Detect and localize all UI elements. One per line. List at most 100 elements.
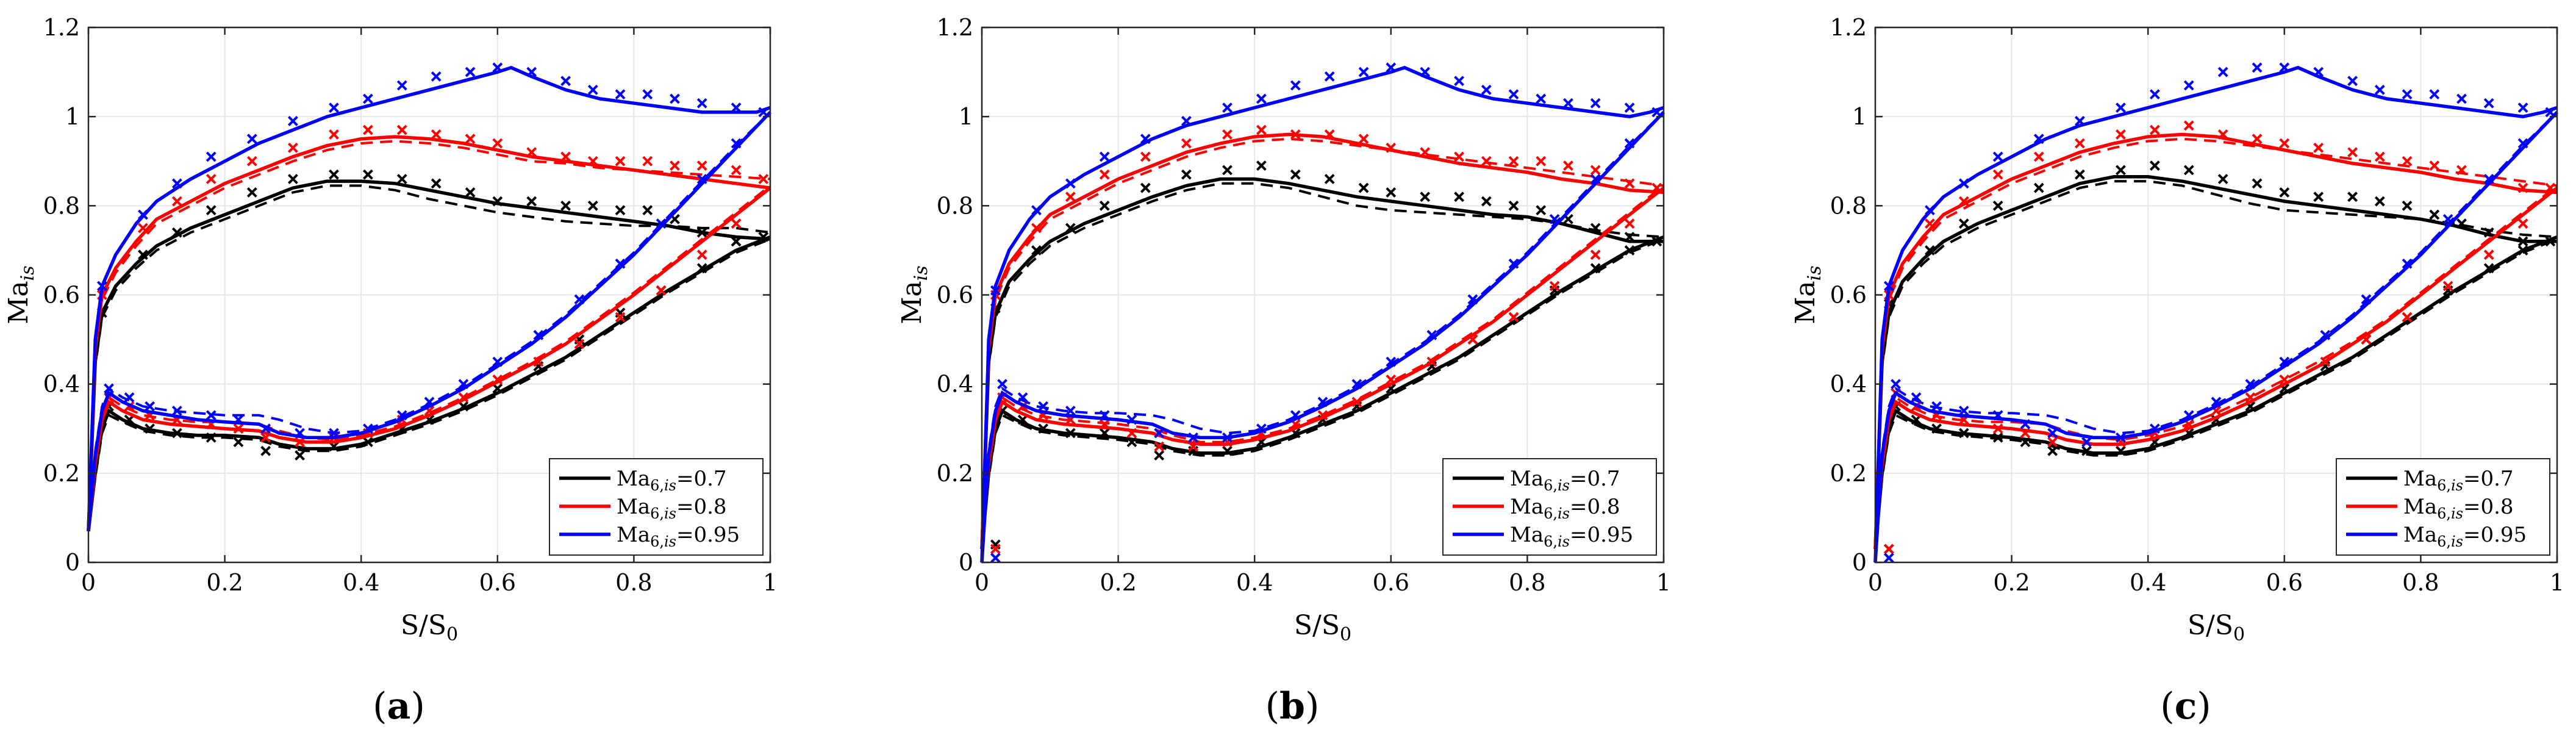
data-marker (1256, 124, 1267, 135)
data-marker (246, 134, 257, 145)
data-marker (990, 553, 1001, 564)
data-marker (1883, 553, 1894, 564)
data-marker (206, 205, 216, 216)
data-marker (2456, 218, 2467, 229)
data-marker (295, 437, 305, 448)
data-marker (2217, 129, 2228, 140)
x-tick-label: 0.4 (2130, 569, 2166, 596)
data-marker (1126, 414, 1137, 425)
data-marker (431, 71, 442, 82)
data-marker (2074, 116, 2085, 126)
data-marker (138, 209, 148, 220)
data-marker (171, 428, 182, 439)
data-marker (2313, 66, 2324, 77)
data-marker (2074, 138, 2085, 149)
data-marker (2020, 428, 2031, 439)
data-marker (287, 174, 298, 184)
data-marker (2402, 89, 2413, 100)
data-marker (2456, 165, 2467, 176)
x-tick-label: 0.2 (206, 569, 243, 596)
legend-entry-2: Ma6,is=0.95 (2403, 523, 2527, 550)
data-marker (2517, 102, 2528, 113)
data-marker (2183, 80, 2194, 91)
y-tick-label: 0.4 (43, 371, 80, 398)
data-marker (615, 89, 626, 100)
data-marker (492, 62, 503, 73)
x-tick-label: 0.2 (1100, 569, 1136, 596)
data-marker (696, 249, 707, 260)
series-line-dashed-upper (1874, 137, 2558, 550)
data-marker (587, 200, 598, 211)
data-marker (1563, 98, 1573, 109)
data-marker (526, 147, 537, 158)
data-marker (396, 410, 407, 421)
data-marker (1317, 410, 1328, 421)
data-marker (1038, 423, 1049, 434)
data-marker (2047, 445, 2058, 456)
data-marker (656, 285, 667, 296)
data-marker (696, 227, 707, 238)
series-line-dashed-lower (87, 184, 771, 531)
data-marker (145, 401, 156, 412)
data-marker (1624, 245, 1635, 256)
data-marker (329, 169, 339, 180)
x-tick-label: 0 (1868, 569, 1883, 596)
series-line-dashed-lower (1874, 238, 2558, 550)
data-marker (2047, 428, 2058, 439)
data-marker (1958, 196, 1969, 207)
data-marker (2429, 89, 2440, 100)
data-marker (1420, 66, 1431, 77)
data-marker (1065, 428, 1076, 439)
x-tick-label: 0 (81, 569, 96, 596)
data-marker (526, 66, 537, 77)
data-marker (295, 428, 305, 439)
data-marker (1467, 334, 1478, 345)
data-marker (2545, 107, 2556, 118)
data-marker (2442, 213, 2453, 224)
data-marker (1536, 93, 1547, 104)
data-marker (990, 543, 1001, 554)
chart-panel-c: 0 0.2 0.4 0.6 0.8 1 0 0.2 0.4 0.6 0.8 1 1.2 S/S0 Mais M… (1790, 14, 2564, 728)
data-marker (1222, 129, 1233, 140)
series-1 (1873, 120, 2558, 554)
data-marker (1386, 142, 1397, 153)
data-marker (396, 124, 407, 135)
data-marker (431, 129, 442, 140)
data-marker (1222, 102, 1233, 113)
data-marker (1883, 543, 1894, 554)
data-marker (2279, 374, 2290, 385)
data-marker (2347, 76, 2358, 87)
series-line-dashed-lower (981, 184, 1665, 550)
data-marker (670, 160, 680, 171)
data-marker (642, 205, 653, 216)
data-marker (2047, 437, 2058, 448)
data-marker (1481, 84, 1492, 95)
data-marker (1911, 414, 1922, 425)
y-tick-label: 1.2 (937, 14, 973, 41)
data-marker (560, 76, 571, 87)
data-marker (2149, 89, 2160, 100)
data-marker (287, 116, 298, 126)
series-line-dashed-upper (87, 184, 771, 531)
data-marker (138, 249, 148, 260)
data-marker (2517, 138, 2528, 149)
data-marker (1154, 441, 1165, 452)
data-marker (1099, 419, 1110, 429)
data-marker (696, 160, 707, 171)
series-line-dashed-lower (981, 111, 1665, 563)
data-marker (574, 339, 585, 350)
data-marker (731, 218, 742, 229)
data-marker (1426, 329, 1437, 340)
panel-caption: (c) (2160, 685, 2211, 728)
data-marker (362, 437, 373, 448)
data-marker (2033, 182, 2044, 193)
series-0 (1873, 160, 2558, 554)
data-marker (171, 406, 182, 416)
data-marker (206, 151, 216, 162)
data-marker (1651, 236, 1662, 247)
data-marker (1911, 392, 1922, 403)
data-marker (2116, 129, 2126, 140)
data-marker (1958, 218, 1969, 229)
